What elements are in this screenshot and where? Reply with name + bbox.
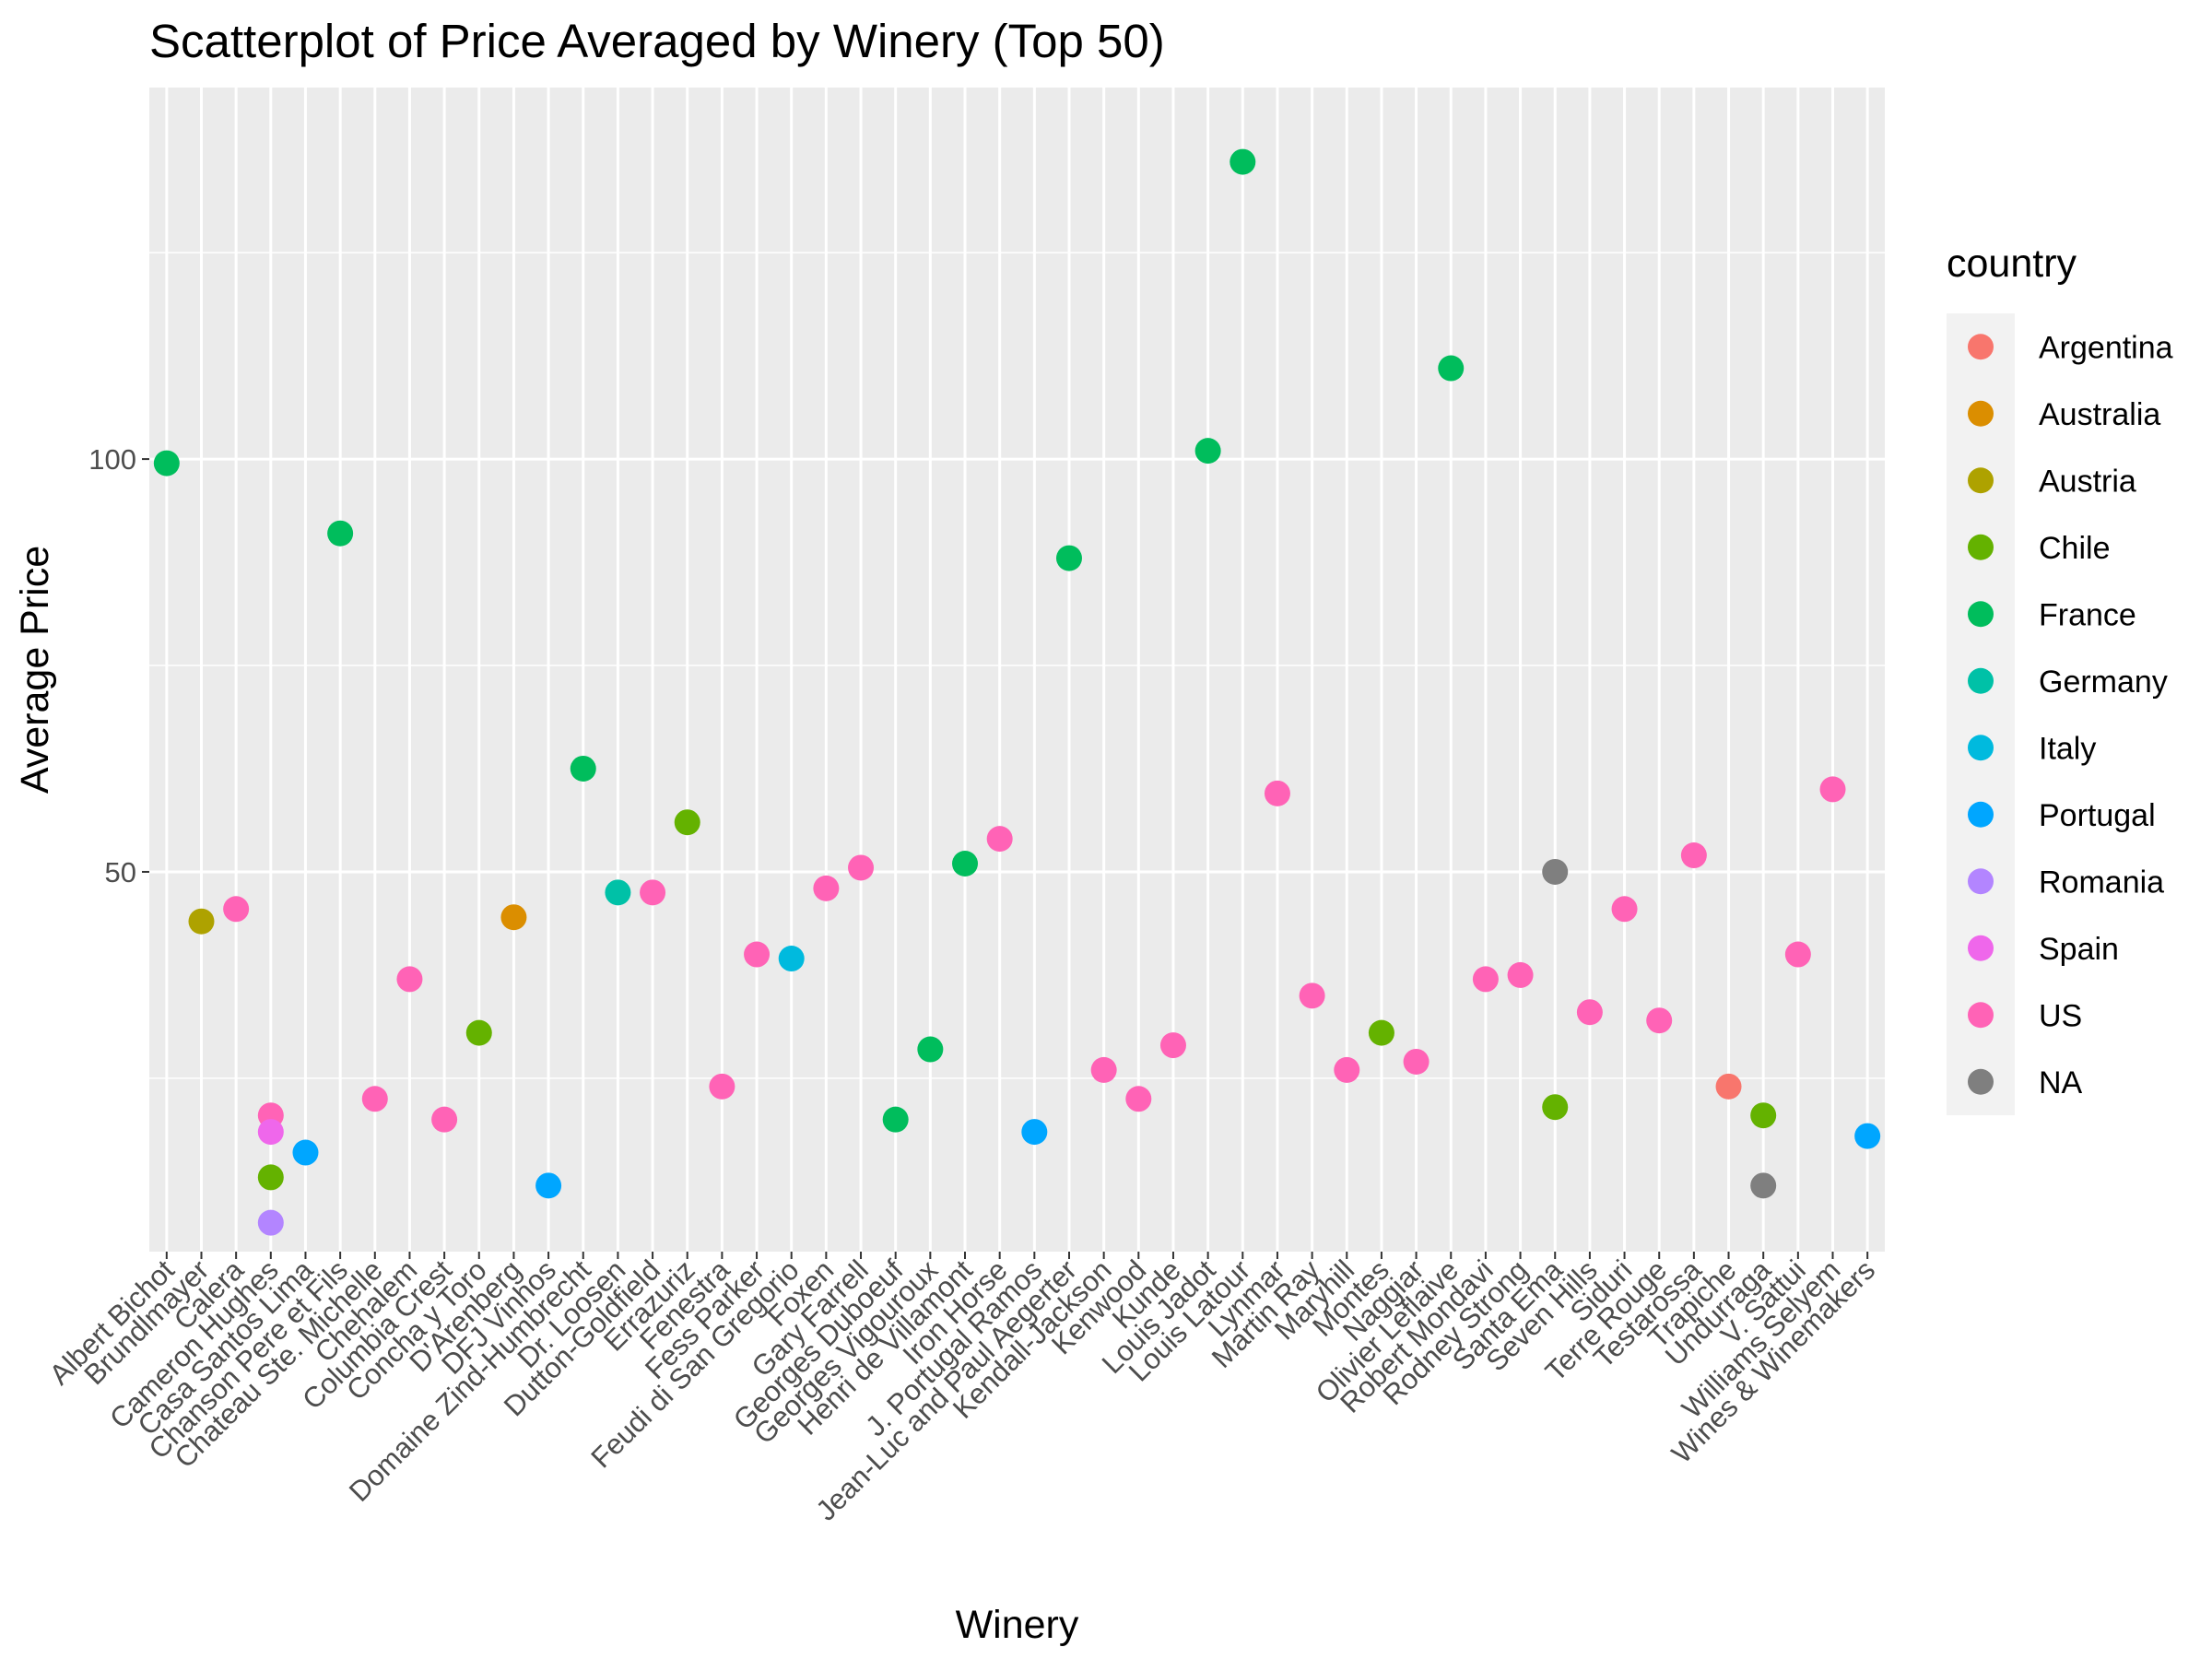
data-point	[1230, 148, 1256, 175]
x-axis-title: Winery	[956, 1603, 1079, 1647]
legend-key	[1968, 868, 1994, 895]
data-point	[1299, 982, 1325, 1009]
legend-keys-background	[1947, 313, 2015, 1115]
legend-key	[1968, 735, 1994, 761]
data-points	[153, 148, 1881, 1236]
data-point	[640, 879, 666, 906]
data-point	[1680, 842, 1707, 869]
data-point	[1090, 1056, 1117, 1083]
data-point	[1542, 1094, 1569, 1121]
data-point	[674, 809, 700, 836]
data-point	[952, 851, 979, 877]
legend-key	[1968, 534, 1994, 560]
data-point	[465, 1019, 492, 1046]
data-point	[1264, 780, 1290, 806]
legend-key	[1968, 667, 1994, 694]
data-point	[1055, 545, 1082, 571]
data-point	[1159, 1032, 1186, 1059]
data-point	[500, 904, 527, 931]
legend-label: Germany	[2039, 665, 2168, 700]
data-point	[570, 755, 596, 782]
legend-label: Australia	[2039, 397, 2160, 432]
data-point	[257, 1119, 284, 1146]
data-point	[778, 946, 805, 972]
legend-label: NA	[2039, 1065, 2083, 1100]
data-point	[1646, 1007, 1673, 1034]
data-point	[188, 908, 215, 935]
legend-label: Portugal	[2039, 798, 2156, 833]
legend-key	[1968, 400, 1994, 427]
data-point	[1021, 1119, 1048, 1146]
data-point	[1715, 1073, 1742, 1100]
data-point	[1368, 1019, 1394, 1046]
legend: country Argentina Australia Austria Chile Fr…	[1947, 241, 2173, 1115]
data-point	[1334, 1056, 1360, 1083]
data-point	[535, 1172, 562, 1199]
legend-label: Italy	[2039, 731, 2096, 766]
legend-label: France	[2039, 597, 2136, 632]
data-point	[986, 826, 1013, 853]
y-axis-title: Average Price	[13, 546, 57, 794]
legend-label: Chile	[2039, 531, 2110, 566]
data-point	[257, 1164, 284, 1191]
data-point	[1784, 941, 1811, 968]
data-point	[848, 854, 875, 881]
data-point	[1750, 1102, 1777, 1129]
legend-key	[1968, 334, 1994, 360]
y-axis: 50 100	[88, 443, 149, 888]
y-tick-label: 100	[88, 443, 136, 476]
data-point	[292, 1139, 319, 1166]
legend-label: Argentina	[2039, 330, 2173, 365]
legend-label: Romania	[2039, 865, 2164, 900]
data-point	[153, 450, 180, 477]
data-point	[223, 896, 250, 923]
legend-key	[1968, 801, 1994, 828]
data-point	[1542, 858, 1569, 885]
data-point	[1507, 961, 1534, 988]
data-point	[744, 941, 771, 968]
data-point	[257, 1209, 284, 1236]
data-point	[1576, 999, 1603, 1026]
data-point	[1438, 355, 1465, 382]
legend-key	[1968, 601, 1994, 628]
data-point	[813, 875, 840, 901]
data-point	[882, 1106, 909, 1133]
legend-label: US	[2039, 998, 2082, 1033]
legend-key	[1968, 467, 1994, 494]
data-point	[1403, 1048, 1430, 1075]
data-point	[917, 1036, 944, 1063]
plot-panel	[149, 88, 1885, 1252]
data-point	[396, 966, 423, 993]
data-point	[1472, 966, 1499, 993]
data-point	[361, 1086, 388, 1112]
chart-title: Scatterplot of Price Averaged by Winery …	[149, 15, 1165, 67]
data-point	[431, 1106, 458, 1133]
data-point	[1750, 1172, 1777, 1199]
data-point	[1194, 438, 1221, 465]
legend-key	[1968, 1068, 1994, 1095]
data-point	[1854, 1123, 1881, 1149]
data-point	[1819, 776, 1846, 803]
legend-label: Spain	[2039, 932, 2119, 967]
legend-key	[1968, 935, 1994, 961]
legend-key	[1968, 1002, 1994, 1029]
data-point	[709, 1073, 735, 1100]
data-point	[1611, 896, 1638, 923]
data-point	[327, 520, 354, 547]
data-point	[605, 879, 631, 906]
legend-title: country	[1947, 241, 2077, 286]
legend-label: Austria	[2039, 464, 2136, 499]
y-tick-label: 50	[105, 856, 136, 888]
data-point	[1125, 1086, 1152, 1112]
